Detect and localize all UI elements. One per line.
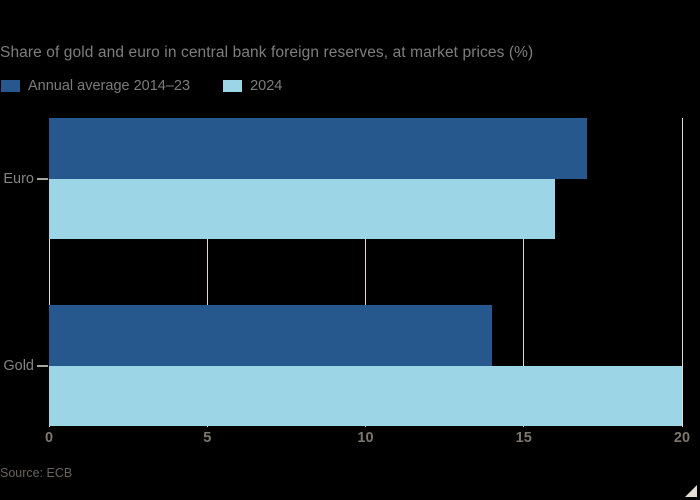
x-axis-tick-10: 10	[357, 430, 374, 446]
x-axis-tick-0: 0	[44, 430, 54, 446]
chart-title: Share of gold and euro in central bank f…	[0, 44, 534, 61]
legend: Annual average 2014–23 2024	[1, 78, 282, 94]
bar-euro-avg-2014-23	[49, 118, 588, 179]
gridline-x-15	[523, 118, 525, 427]
legend-label-2024: 2024	[250, 78, 283, 94]
source-note: Source: ECB	[0, 466, 73, 480]
gridline-x-0	[48, 118, 50, 427]
x-axis-tick-15: 15	[515, 430, 532, 446]
gridline-x-5	[206, 118, 208, 427]
gridline-x-10	[365, 118, 366, 427]
category-tick-gold	[37, 364, 48, 367]
category-tick-euro	[37, 177, 48, 180]
gridline-x-20	[681, 118, 683, 427]
bar-gold-2024	[49, 365, 682, 426]
category-label-euro: Euro	[3, 170, 34, 187]
x-axis-tick-5: 5	[203, 430, 212, 446]
plot-area	[48, 118, 683, 427]
legend-label-annual-average: Annual average 2014–23	[28, 78, 191, 94]
category-label-gold: Gold	[3, 357, 34, 374]
legend-swatch-annual-average	[1, 80, 20, 92]
x-axis-tick-20: 20	[673, 430, 691, 446]
bar-gold-avg-2014-23	[49, 305, 493, 366]
corner-triangle-mark	[685, 485, 697, 497]
legend-swatch-2024	[223, 80, 243, 92]
legend-item-annual-average: Annual average 2014–23	[1, 78, 190, 94]
legend-item-2024: 2024	[223, 78, 282, 94]
bar-euro-2024	[49, 178, 556, 239]
